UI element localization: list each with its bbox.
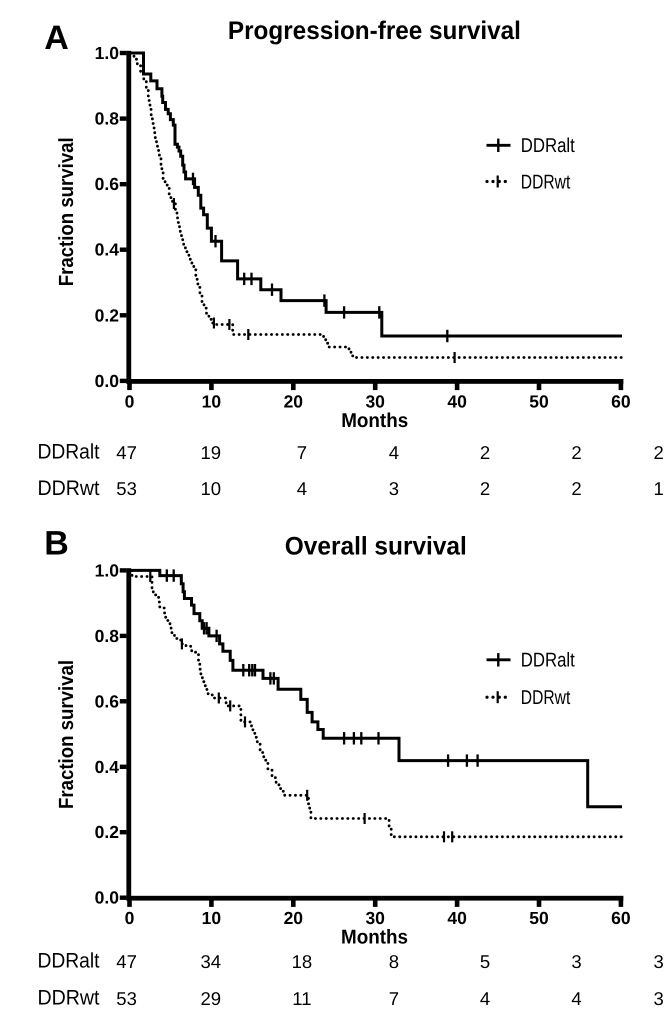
svg-text:20: 20 xyxy=(284,908,304,928)
svg-text:Overall survival: Overall survival xyxy=(285,532,467,560)
svg-text:30: 30 xyxy=(365,908,385,928)
svg-text:DDRwt: DDRwt xyxy=(38,986,100,1009)
svg-text:0.0: 0.0 xyxy=(95,888,120,908)
svg-text:30: 30 xyxy=(365,392,385,412)
svg-text:0.6: 0.6 xyxy=(95,691,120,711)
svg-text:3: 3 xyxy=(571,951,581,972)
svg-text:2: 2 xyxy=(571,442,581,463)
svg-text:3: 3 xyxy=(654,951,664,972)
svg-text:53: 53 xyxy=(116,988,137,1009)
svg-text:7: 7 xyxy=(297,442,307,463)
svg-text:Fraction survival: Fraction survival xyxy=(55,660,78,809)
svg-text:DDRwt: DDRwt xyxy=(521,171,571,193)
svg-text:1.0: 1.0 xyxy=(95,43,120,63)
svg-text:2: 2 xyxy=(571,478,581,499)
svg-text:DDRalt: DDRalt xyxy=(521,135,575,157)
svg-text:A: A xyxy=(44,19,69,57)
svg-text:1.0: 1.0 xyxy=(95,560,120,580)
svg-text:0.4: 0.4 xyxy=(95,240,120,260)
svg-text:4: 4 xyxy=(480,988,490,1009)
svg-text:47: 47 xyxy=(116,951,137,972)
svg-text:29: 29 xyxy=(201,988,222,1009)
svg-text:3: 3 xyxy=(389,478,399,499)
svg-text:34: 34 xyxy=(201,951,222,972)
svg-text:DDRalt: DDRalt xyxy=(38,441,100,464)
svg-text:Fraction survival: Fraction survival xyxy=(55,137,78,286)
svg-text:50: 50 xyxy=(529,392,549,412)
svg-text:DDRalt: DDRalt xyxy=(38,950,100,973)
svg-text:3: 3 xyxy=(654,988,664,1009)
svg-text:60: 60 xyxy=(611,392,631,412)
svg-text:19: 19 xyxy=(201,442,222,463)
svg-text:Progression-free survival: Progression-free survival xyxy=(228,17,521,45)
svg-text:10: 10 xyxy=(202,392,222,412)
svg-text:4: 4 xyxy=(389,442,399,463)
svg-text:40: 40 xyxy=(447,392,467,412)
svg-text:7: 7 xyxy=(389,988,399,1009)
svg-text:11: 11 xyxy=(292,988,311,1009)
svg-text:40: 40 xyxy=(447,908,467,928)
svg-text:0.0: 0.0 xyxy=(95,371,120,391)
svg-text:0: 0 xyxy=(125,908,135,928)
svg-text:5: 5 xyxy=(480,951,490,972)
svg-text:B: B xyxy=(44,525,69,563)
svg-text:DDRwt: DDRwt xyxy=(521,687,571,709)
svg-text:0.2: 0.2 xyxy=(95,305,120,325)
svg-text:0.4: 0.4 xyxy=(95,757,120,777)
svg-text:0.6: 0.6 xyxy=(95,174,120,194)
svg-text:53: 53 xyxy=(116,478,137,499)
svg-text:4: 4 xyxy=(571,988,581,1009)
svg-text:0.8: 0.8 xyxy=(95,626,120,646)
svg-text:Months: Months xyxy=(341,410,408,432)
svg-text:10: 10 xyxy=(201,478,222,499)
svg-text:0.2: 0.2 xyxy=(95,822,120,842)
svg-text:60: 60 xyxy=(611,908,631,928)
svg-text:18: 18 xyxy=(292,951,313,972)
svg-text:2: 2 xyxy=(654,442,664,463)
svg-text:DDRalt: DDRalt xyxy=(521,650,575,672)
svg-text:8: 8 xyxy=(389,951,399,972)
svg-text:1: 1 xyxy=(654,478,664,499)
svg-text:4: 4 xyxy=(297,478,307,499)
svg-text:50: 50 xyxy=(529,908,549,928)
svg-text:0: 0 xyxy=(125,392,135,412)
svg-text:47: 47 xyxy=(116,442,137,463)
svg-text:2: 2 xyxy=(480,478,490,499)
svg-text:DDRwt: DDRwt xyxy=(38,477,100,500)
svg-text:10: 10 xyxy=(202,908,222,928)
svg-text:20: 20 xyxy=(284,392,304,412)
svg-text:2: 2 xyxy=(480,442,490,463)
svg-text:0.8: 0.8 xyxy=(95,109,120,129)
svg-text:Months: Months xyxy=(341,927,408,949)
